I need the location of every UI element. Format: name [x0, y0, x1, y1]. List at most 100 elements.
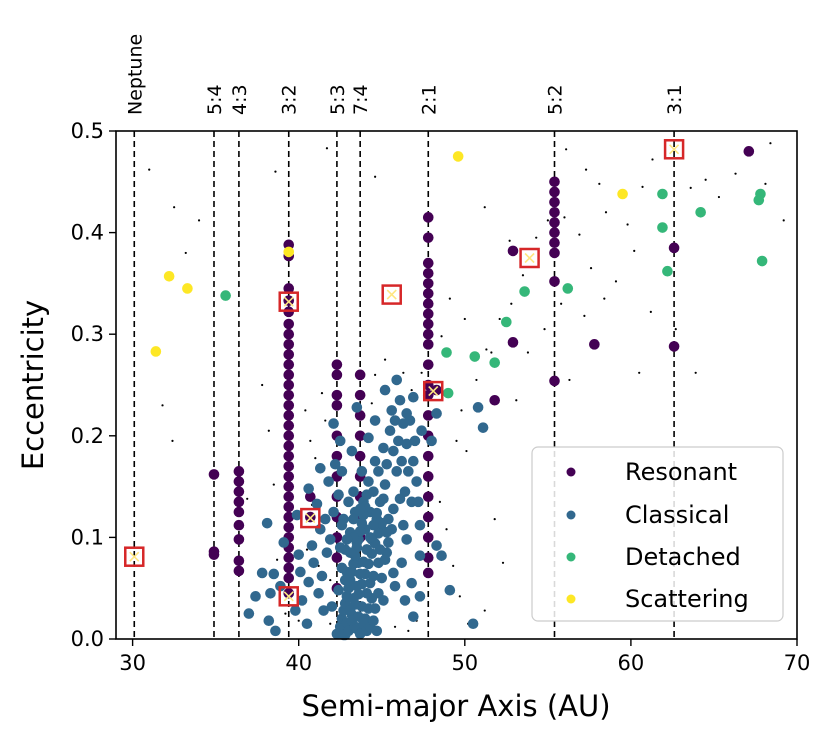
y-tick-label: 0.0 [71, 627, 104, 651]
data-point-classical [364, 532, 376, 543]
background-point [393, 625, 397, 628]
data-point-resonant [549, 176, 560, 188]
data-point-classical [333, 489, 344, 501]
highlight-cross [524, 252, 535, 264]
data-point-classical [311, 498, 323, 510]
data-point-resonant [422, 567, 434, 579]
data-point-classical [329, 458, 341, 470]
data-point-classical [363, 432, 374, 444]
data-point-classical [313, 587, 324, 599]
data-point-classical [328, 418, 339, 429]
data-point-resonant [354, 389, 366, 401]
data-point-classical [393, 435, 404, 447]
background-point [483, 609, 486, 612]
data-point-classical [389, 415, 401, 426]
data-point-resonant [422, 471, 434, 482]
data-point-classical [444, 584, 456, 596]
background-point [475, 378, 478, 382]
data-point-classical [336, 562, 348, 574]
data-point-detached [695, 206, 706, 218]
data-point-classical [378, 493, 389, 505]
highlight-square [381, 284, 402, 305]
data-point-classical [354, 568, 366, 580]
data-point-resonant [354, 410, 366, 421]
background-point [649, 310, 652, 313]
data-point-resonant [283, 283, 295, 294]
data-point-classical [477, 422, 489, 433]
data-point-classical [401, 534, 412, 545]
data-point-resonant [422, 232, 434, 243]
background-point [329, 622, 332, 625]
data-point-classical [303, 576, 314, 588]
background-point [309, 439, 312, 442]
data-point-resonant [283, 440, 295, 452]
highlight-cross [428, 386, 439, 397]
background-point [694, 371, 697, 374]
background-point [483, 206, 486, 209]
legend-marker-scattering [566, 594, 576, 604]
data-point-resonant [549, 196, 560, 208]
data-point-classical [308, 557, 319, 569]
background-point [465, 449, 468, 453]
data-point-resonant [422, 278, 434, 289]
data-point-resonant [233, 555, 245, 567]
data-point-resonant [422, 298, 434, 310]
data-point-classical [411, 476, 422, 487]
background-point [460, 409, 463, 412]
data-point-resonant [233, 476, 245, 487]
background-point [370, 402, 373, 405]
data-point-resonant [283, 349, 295, 360]
data-point-detached [662, 265, 673, 277]
data-point-classical [396, 455, 407, 467]
data-point-resonant [331, 389, 343, 401]
background-point [704, 178, 707, 181]
background-point [383, 358, 387, 361]
data-point-classical [343, 582, 354, 594]
background-point [501, 561, 505, 564]
legend-label-classical: Classical [625, 501, 729, 529]
data-point-classical [358, 556, 369, 568]
resonance-label: 5:2 [544, 84, 566, 115]
data-point-resonant [422, 308, 434, 320]
data-point-resonant [422, 318, 434, 330]
data-point-classical [391, 374, 403, 386]
data-point-classical [321, 547, 333, 558]
background-point [173, 206, 176, 209]
data-point-detached [469, 351, 481, 362]
data-point-classical [408, 611, 419, 622]
background-point [674, 328, 677, 331]
data-point-classical [316, 570, 328, 582]
data-point-resonant [283, 379, 295, 391]
data-point-detached [657, 222, 668, 233]
data-point-resonant [507, 245, 519, 257]
data-point-resonant [233, 496, 245, 508]
data-point-resonant [668, 242, 680, 254]
data-point-classical [467, 618, 479, 630]
data-point-classical [344, 547, 356, 558]
data-point-scattering [163, 270, 175, 282]
data-point-resonant [422, 288, 434, 299]
highlight-markers-layer [124, 139, 685, 607]
background-point [578, 233, 581, 236]
data-point-classical [343, 496, 354, 508]
background-point [604, 211, 608, 214]
data-point-classical [333, 584, 344, 596]
data-point-resonant [208, 549, 220, 560]
data-point-scattering [452, 151, 464, 162]
data-point-resonant [549, 247, 560, 259]
data-point-resonant [283, 359, 295, 370]
legend-label-detached: Detached [625, 543, 741, 571]
data-point-resonant [422, 450, 434, 462]
data-point-classical [381, 458, 393, 470]
background-point [598, 182, 601, 185]
data-point-classical [361, 544, 373, 555]
data-point-resonant [422, 532, 434, 543]
data-point-classical [401, 408, 412, 419]
background-point [498, 317, 501, 321]
data-point-resonant [422, 267, 434, 279]
data-point-resonant [422, 257, 434, 269]
data-point-resonant [283, 430, 295, 442]
data-point-classical [378, 442, 389, 454]
data-point-classical [306, 540, 318, 551]
background-point [171, 439, 174, 442]
